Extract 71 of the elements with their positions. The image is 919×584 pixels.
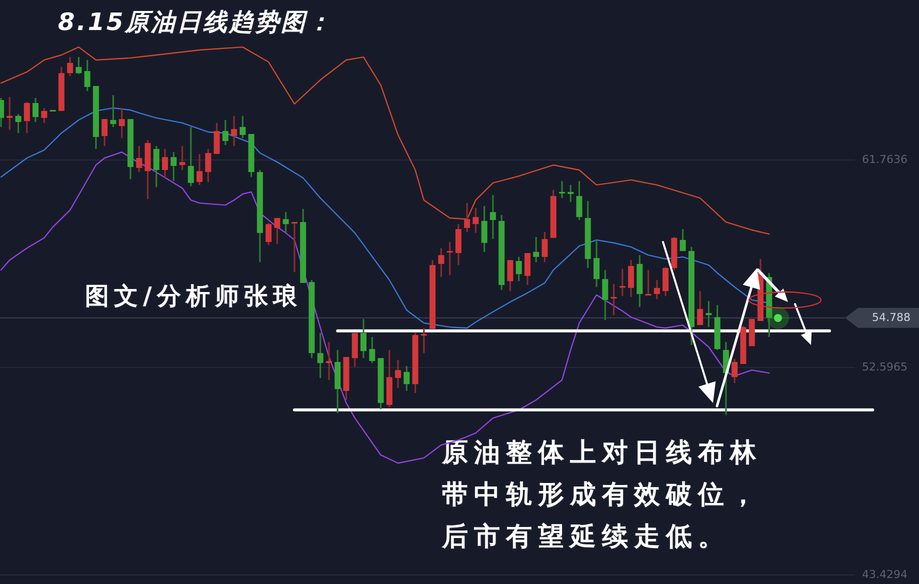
candlestick (118, 107, 125, 139)
candlestick (542, 231, 548, 263)
candlestick (558, 180, 565, 199)
candlestick (438, 247, 444, 278)
candlestick (395, 359, 402, 389)
candlestick (162, 148, 168, 179)
candlestick (240, 115, 246, 139)
candlestick (420, 327, 427, 354)
candlestick (662, 266, 669, 297)
candlestick (84, 59, 90, 92)
candlestick (274, 217, 280, 245)
candlestick (446, 241, 453, 276)
candlestick (282, 211, 289, 234)
candlestick (24, 101, 30, 134)
line-series (0, 152, 770, 464)
candlestick (576, 180, 582, 221)
candlestick (360, 318, 366, 359)
candlestick (326, 341, 332, 381)
candlestick (291, 221, 298, 273)
candlestick (472, 207, 479, 234)
candlestick (231, 115, 238, 147)
candlestick (464, 202, 470, 233)
candlestick (76, 56, 82, 75)
candlestick (516, 256, 522, 282)
candlestick (266, 222, 272, 246)
candlestick (153, 145, 160, 188)
y-tick-label: 52.5965 (862, 360, 908, 374)
candlestick (481, 205, 488, 253)
candlestick (317, 332, 324, 379)
candlestick (697, 290, 704, 326)
candlestick (205, 148, 212, 183)
candlestick (602, 269, 608, 321)
candlestick (680, 228, 686, 252)
candlestick (188, 126, 194, 187)
price-tag: 54.788 (845, 308, 919, 328)
y-tick-label: 43.4294 (862, 568, 908, 581)
candlestick (645, 269, 652, 296)
candlestick (524, 252, 530, 286)
candlestick (455, 223, 462, 266)
candlestick (102, 118, 108, 147)
candlestick (196, 153, 203, 186)
candlestick (369, 336, 376, 364)
candlestick (490, 194, 496, 240)
candlestick (619, 268, 626, 297)
candlestick (136, 145, 142, 173)
candlestick (568, 184, 574, 203)
candlestick (732, 358, 738, 384)
annotation: 图文/分析师张琅 (85, 281, 302, 312)
y-tick-label: 61.7636 (862, 152, 908, 166)
candlestick (222, 119, 228, 146)
candlestick (110, 94, 116, 128)
ref-line-label: 54.788 (872, 310, 910, 324)
candlestick (15, 113, 22, 134)
annotation: 原油整体上对日线布林带中轨形成有效破位，后市有望延续走低。 (442, 437, 763, 554)
candlestick (507, 259, 514, 292)
candlestick (628, 259, 634, 298)
candlestick (404, 365, 410, 392)
candlestick (41, 107, 48, 124)
candlestick (67, 56, 74, 77)
candlestick (610, 283, 617, 316)
candlestick (6, 96, 13, 131)
candlestick (594, 239, 600, 288)
candlestick (533, 236, 540, 263)
candlestick (214, 122, 220, 155)
chart-title: 8.15原油日线趋势图： (58, 7, 334, 38)
candlestick (706, 300, 712, 328)
candlestick (654, 279, 660, 300)
candlestick (179, 145, 186, 171)
candlestick (170, 151, 177, 182)
line-series (0, 46, 770, 235)
candlestick (32, 97, 39, 123)
